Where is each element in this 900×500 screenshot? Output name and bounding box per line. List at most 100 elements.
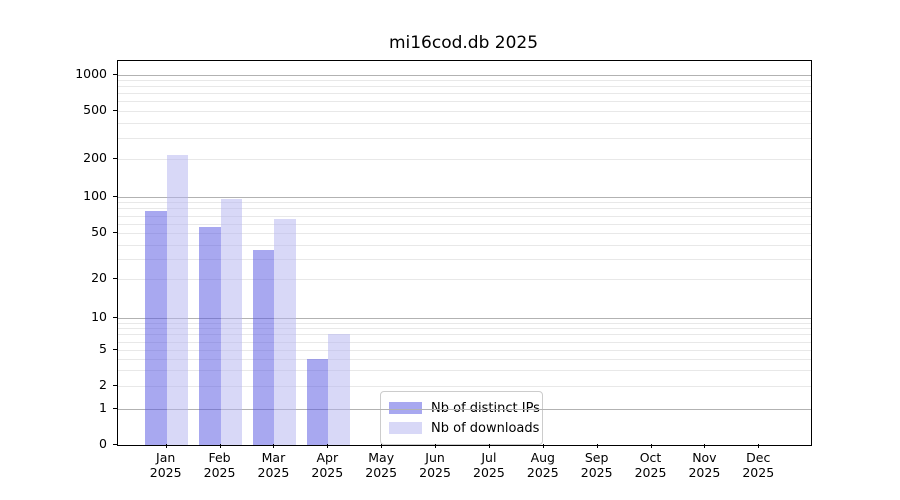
legend-item-downloads: Nb of downloads bbox=[389, 418, 539, 438]
legend-swatch-downloads bbox=[389, 422, 422, 434]
gridline-minor bbox=[118, 279, 811, 281]
y-tick-mark bbox=[113, 73, 117, 75]
x-tick-mark bbox=[327, 444, 329, 448]
y-tick-label: 20 bbox=[91, 270, 107, 286]
y-tick-mark bbox=[113, 349, 117, 351]
x-tick-year: 2025 bbox=[257, 465, 290, 480]
x-tick-label-dec: Dec 2025 bbox=[730, 450, 786, 480]
x-tick-label-jun: Jun 2025 bbox=[407, 450, 463, 480]
y-tick-label: 5 bbox=[99, 341, 107, 357]
y-tick-label: 10 bbox=[91, 308, 107, 324]
x-tick-mark bbox=[704, 444, 706, 448]
gridline-minor bbox=[118, 159, 811, 161]
y-tick-mark bbox=[113, 232, 117, 234]
x-tick-mark bbox=[542, 444, 544, 448]
gridline-minor bbox=[118, 208, 811, 210]
gridline-major bbox=[118, 74, 811, 76]
gridline-major bbox=[118, 317, 811, 319]
gridline-minor bbox=[118, 111, 811, 112]
x-tick-month: Oct bbox=[639, 450, 662, 465]
y-tick-mark bbox=[113, 278, 117, 280]
gridline-minor bbox=[118, 386, 811, 388]
chart-title: mi16cod.db 2025 bbox=[388, 33, 539, 53]
bar-apr-downloads bbox=[328, 334, 350, 445]
x-tick-label-jul: Jul 2025 bbox=[461, 450, 517, 480]
legend-label-downloads: Nb of downloads bbox=[431, 420, 540, 436]
x-tick-year: 2025 bbox=[526, 465, 559, 480]
y-tick-label: 50 bbox=[91, 224, 107, 240]
y-tick-label: 200 bbox=[83, 150, 107, 166]
x-tick-mark bbox=[488, 444, 490, 448]
bar-apr-distinct-ips bbox=[306, 359, 329, 445]
x-tick-month: Jan bbox=[156, 450, 176, 465]
legend-swatch-distinct-ips bbox=[389, 402, 422, 414]
plot-area: Nb of distinct IPs Nb of downloads bbox=[117, 60, 812, 446]
gridline-minor bbox=[118, 322, 811, 324]
x-tick-label-mar: Mar 2025 bbox=[245, 450, 301, 480]
y-tick-label: 1 bbox=[99, 399, 107, 415]
legend-item-distinct-ips: Nb of distinct IPs bbox=[389, 398, 540, 418]
gridline-minor bbox=[118, 359, 811, 361]
gridline-minor bbox=[118, 350, 811, 352]
gridline-minor bbox=[118, 244, 811, 246]
bar-mar-downloads bbox=[274, 219, 297, 445]
y-tick-label: 2 bbox=[99, 377, 107, 393]
x-tick-label-sep: Sep 2025 bbox=[569, 450, 625, 480]
x-tick-mark bbox=[650, 444, 652, 448]
x-tick-mark bbox=[381, 444, 383, 448]
gridline-minor bbox=[118, 80, 811, 82]
x-tick-mark bbox=[596, 444, 598, 448]
gridline-minor bbox=[118, 122, 811, 124]
y-tick-label: 500 bbox=[83, 102, 107, 117]
x-tick-year: 2025 bbox=[365, 465, 398, 480]
gridline-minor bbox=[118, 101, 811, 103]
y-tick-mark bbox=[113, 195, 117, 197]
y-tick-mark bbox=[113, 316, 117, 318]
legend-label-distinct-ips: Nb of distinct IPs bbox=[431, 400, 540, 416]
x-tick-year: 2025 bbox=[203, 465, 236, 480]
y-tick-label: 0 bbox=[99, 436, 107, 451]
bar-mar-distinct-ips bbox=[252, 249, 275, 445]
bar-jan-distinct-ips bbox=[145, 211, 167, 445]
x-tick-month: Jul bbox=[481, 450, 497, 465]
gridline-minor bbox=[118, 137, 811, 139]
x-tick-label-oct: Oct 2025 bbox=[623, 450, 679, 480]
y-tick-mark bbox=[113, 444, 117, 445]
x-tick-month: Dec bbox=[746, 450, 771, 465]
x-tick-month: May bbox=[368, 450, 395, 465]
gridline-minor bbox=[118, 202, 811, 204]
bar-feb-downloads bbox=[220, 199, 243, 445]
x-tick-label-may: May 2025 bbox=[353, 450, 409, 480]
x-tick-year: 2025 bbox=[419, 465, 451, 480]
x-tick-month: Nov bbox=[692, 450, 717, 465]
x-tick-year: 2025 bbox=[742, 465, 775, 480]
x-tick-month: Apr bbox=[316, 450, 339, 465]
gridline-minor bbox=[118, 258, 811, 260]
gridline-minor bbox=[118, 370, 811, 372]
x-tick-month: Feb bbox=[208, 450, 231, 465]
y-tick-mark bbox=[113, 158, 117, 160]
x-tick-month: Sep bbox=[584, 450, 609, 465]
y-tick-label: 1000 bbox=[75, 65, 107, 81]
x-tick-mark bbox=[435, 444, 437, 448]
gridline-minor bbox=[118, 215, 811, 217]
x-tick-label-nov: Nov 2025 bbox=[676, 450, 732, 480]
gridline-minor bbox=[118, 334, 811, 336]
x-tick-year: 2025 bbox=[149, 465, 182, 480]
x-tick-year: 2025 bbox=[311, 465, 344, 480]
x-tick-month: Mar bbox=[261, 450, 286, 465]
gridline-minor bbox=[118, 328, 811, 330]
gridline-minor bbox=[118, 233, 811, 235]
bar-jan-downloads bbox=[166, 155, 189, 445]
gridline-minor bbox=[118, 93, 811, 95]
x-tick-year: 2025 bbox=[634, 465, 667, 480]
gridline-minor bbox=[118, 223, 811, 225]
x-tick-label-aug: Aug 2025 bbox=[515, 450, 571, 480]
x-tick-year: 2025 bbox=[688, 465, 721, 480]
x-tick-mark bbox=[165, 444, 167, 448]
x-tick-label-jan: Jan 2025 bbox=[138, 450, 194, 480]
gridline-minor bbox=[118, 341, 811, 343]
y-tick-label: 100 bbox=[83, 187, 107, 203]
y-tick-mark bbox=[113, 110, 117, 111]
